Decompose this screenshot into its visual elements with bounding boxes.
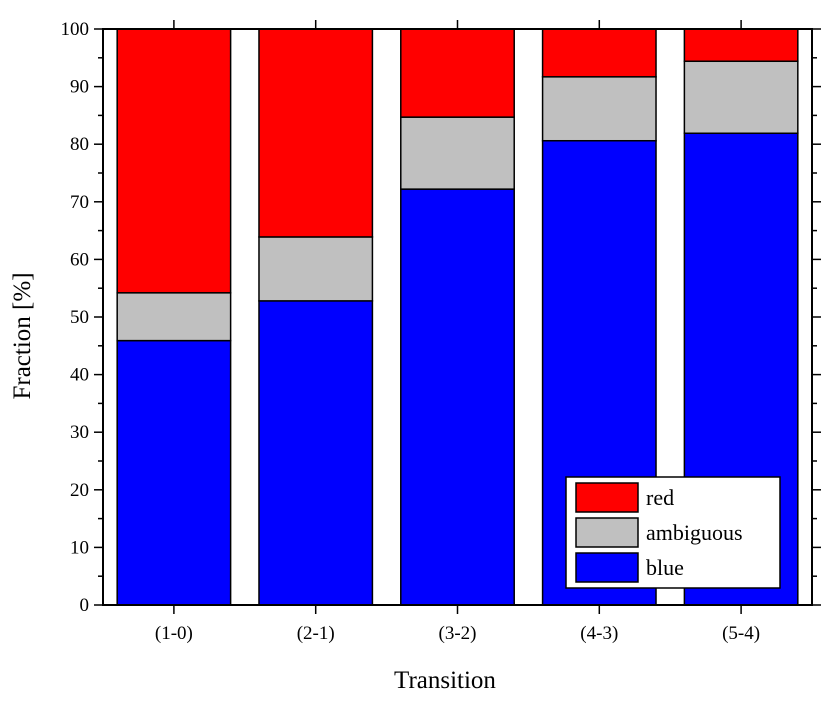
bar-blue-3 — [400, 188, 515, 606]
legend-label-blue: blue — [646, 555, 684, 580]
x-tick-label: (5-4) — [722, 623, 760, 644]
axes-layer: 0 10 20 30 40 50 60 70 80 90 100 (1-0) (2-1) (3-2) (4-… — [61, 19, 821, 644]
legend: red ambiguous blue — [565, 476, 781, 589]
bar-red-2 — [258, 28, 374, 238]
y-tick-label: 80 — [70, 134, 89, 155]
y-tick-label: 100 — [61, 19, 90, 40]
legend-swatch-blue — [575, 552, 639, 583]
bar-ambiguous-3 — [400, 116, 515, 190]
y-axis-title: Fraction [%] — [9, 272, 36, 399]
y-tick-label: 40 — [70, 365, 89, 386]
bar-red-1 — [116, 28, 232, 294]
y-tick-label: 20 — [70, 480, 89, 501]
y-tick-label: 0 — [80, 595, 90, 616]
y-tick-label: 30 — [70, 422, 89, 443]
bar-ambiguous-1 — [116, 292, 232, 342]
y-tick-label: 10 — [70, 537, 89, 558]
x-tick-label: (4-3) — [580, 623, 618, 644]
y-tick-label: 90 — [70, 77, 89, 98]
x-axis-title: Transition — [394, 667, 496, 694]
y-tick-label: 60 — [70, 249, 89, 270]
x-tick-label: (3-2) — [439, 623, 477, 644]
bar-ambiguous-5 — [683, 60, 799, 135]
bar-red-4 — [541, 28, 657, 78]
legend-swatch-red — [575, 482, 639, 513]
x-tick-label: (2-1) — [297, 623, 335, 644]
y-tick-label: 70 — [70, 192, 89, 213]
bar-red-3 — [400, 28, 515, 118]
legend-label-red: red — [646, 485, 674, 510]
bar-ambiguous-4 — [541, 76, 657, 142]
x-tick-label: (1-0) — [155, 623, 193, 644]
bar-red-5 — [683, 28, 799, 63]
bar-blue-2 — [258, 300, 374, 606]
legend-label-ambiguous: ambiguous — [646, 520, 743, 545]
y-tick-label: 50 — [70, 307, 89, 328]
bar-blue-1 — [116, 339, 232, 606]
legend-swatch-ambiguous — [575, 517, 639, 548]
bar-ambiguous-2 — [258, 236, 374, 302]
